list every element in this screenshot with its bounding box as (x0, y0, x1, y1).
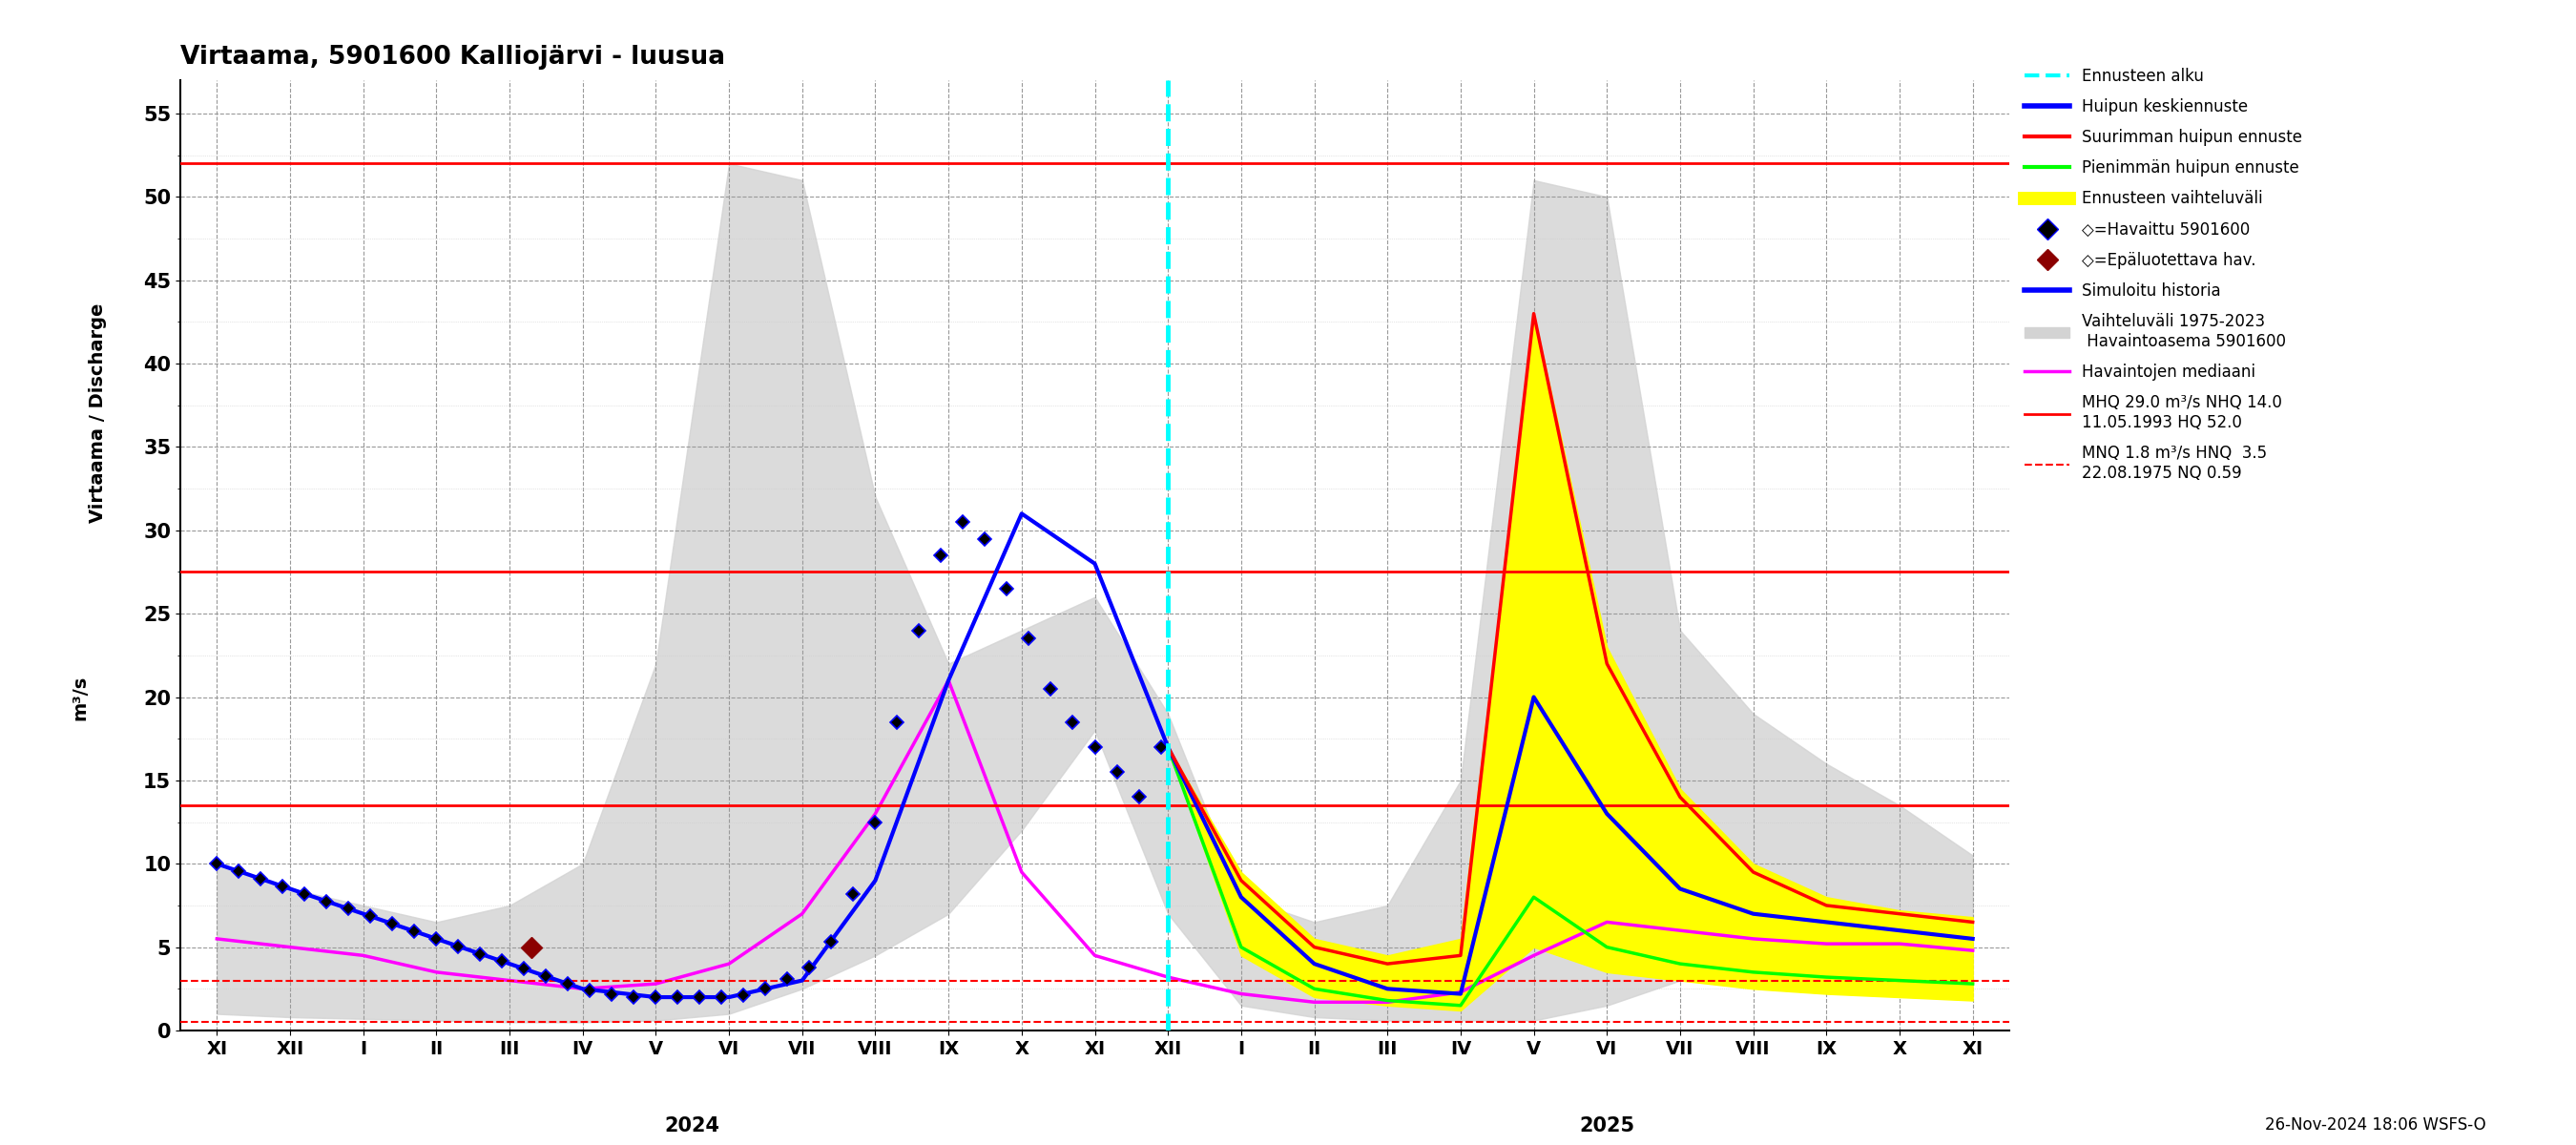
Text: m³/s: m³/s (70, 676, 88, 720)
Text: 2025: 2025 (1579, 1116, 1636, 1135)
Text: Virtaama / Discharge: Virtaama / Discharge (90, 303, 108, 522)
Legend: Ennusteen alku, Huipun keskiennuste, Suurimman huipun ennuste, Pienimmän huipun : Ennusteen alku, Huipun keskiennuste, Suu… (2020, 61, 2308, 488)
Text: 26-Nov-2024 18:06 WSFS-O: 26-Nov-2024 18:06 WSFS-O (2264, 1116, 2486, 1134)
Text: 2024: 2024 (665, 1116, 721, 1135)
Text: Virtaama, 5901600 Kalliojärvi - luusua: Virtaama, 5901600 Kalliojärvi - luusua (180, 45, 726, 70)
